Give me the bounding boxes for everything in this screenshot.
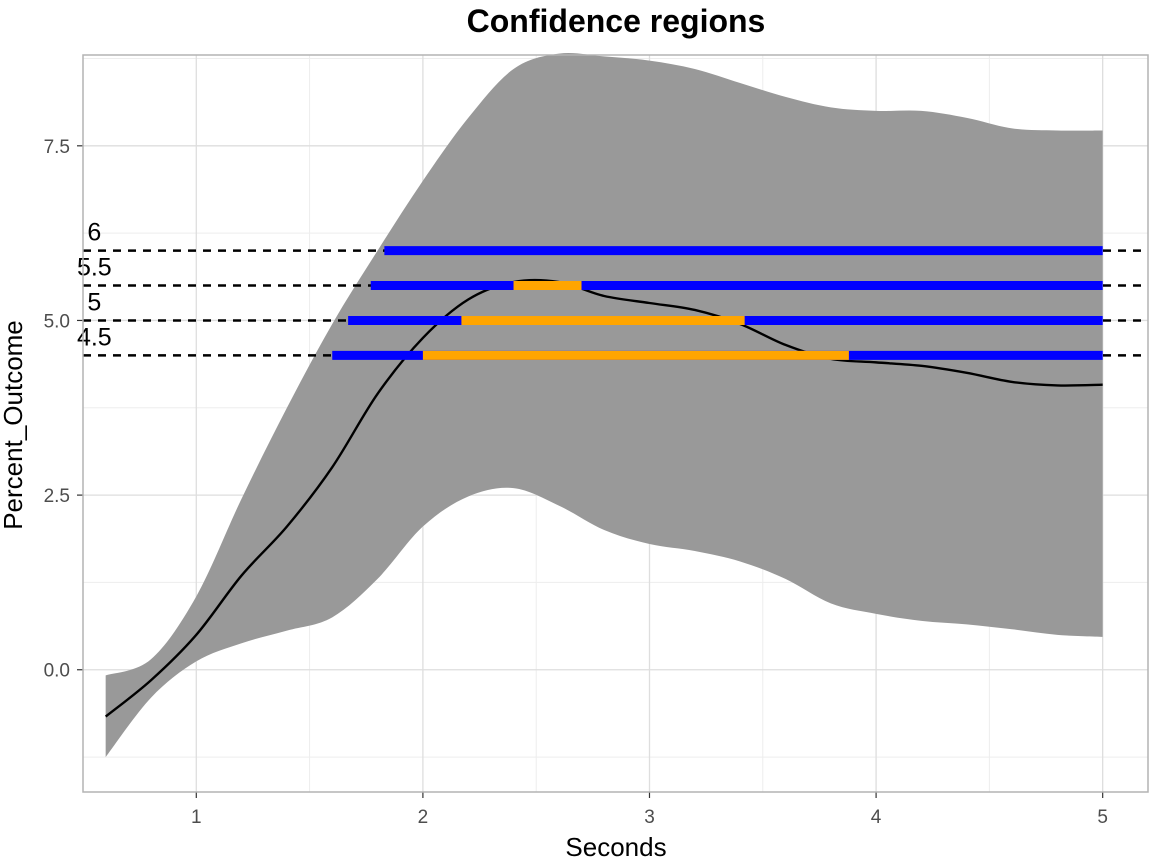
mean-curve-layer [104,278,1103,718]
threshold-labels: 6 5.5 5 4.5 [77,219,112,352]
mean-curve [104,278,1103,718]
y-tick-label: 7.5 [44,137,70,158]
chart-title: Confidence regions [467,3,766,39]
x-tick-label: 3 [644,807,655,828]
x-tick-label: 4 [871,807,882,828]
threshold-label-6: 6 [87,219,101,247]
y-tick-label: 5.0 [44,311,70,332]
x-axis-label: Seconds [565,832,666,862]
y-tick-label: 2.5 [44,486,70,507]
confidence-band [105,52,1103,758]
y-tick-label: 0.0 [44,661,70,682]
x-tick-label: 1 [191,807,202,828]
x-axis-ticks: 1 2 3 4 5 [191,792,1108,828]
plot-panel-border [82,54,1149,793]
y-axis-ticks: 0.0 2.5 5.0 7.5 [44,137,83,682]
x-tick-label: 5 [1097,807,1108,828]
confidence-region-bars [332,246,1103,360]
threshold-label-5: 5 [87,288,101,316]
threshold-label-5.5: 5.5 [77,254,112,282]
x-tick-label: 2 [418,807,429,828]
y-axis-label: Percent_Outcome [0,320,28,530]
confidence-band-layer [105,52,1103,758]
threshold-label-4.5: 4.5 [77,323,112,351]
